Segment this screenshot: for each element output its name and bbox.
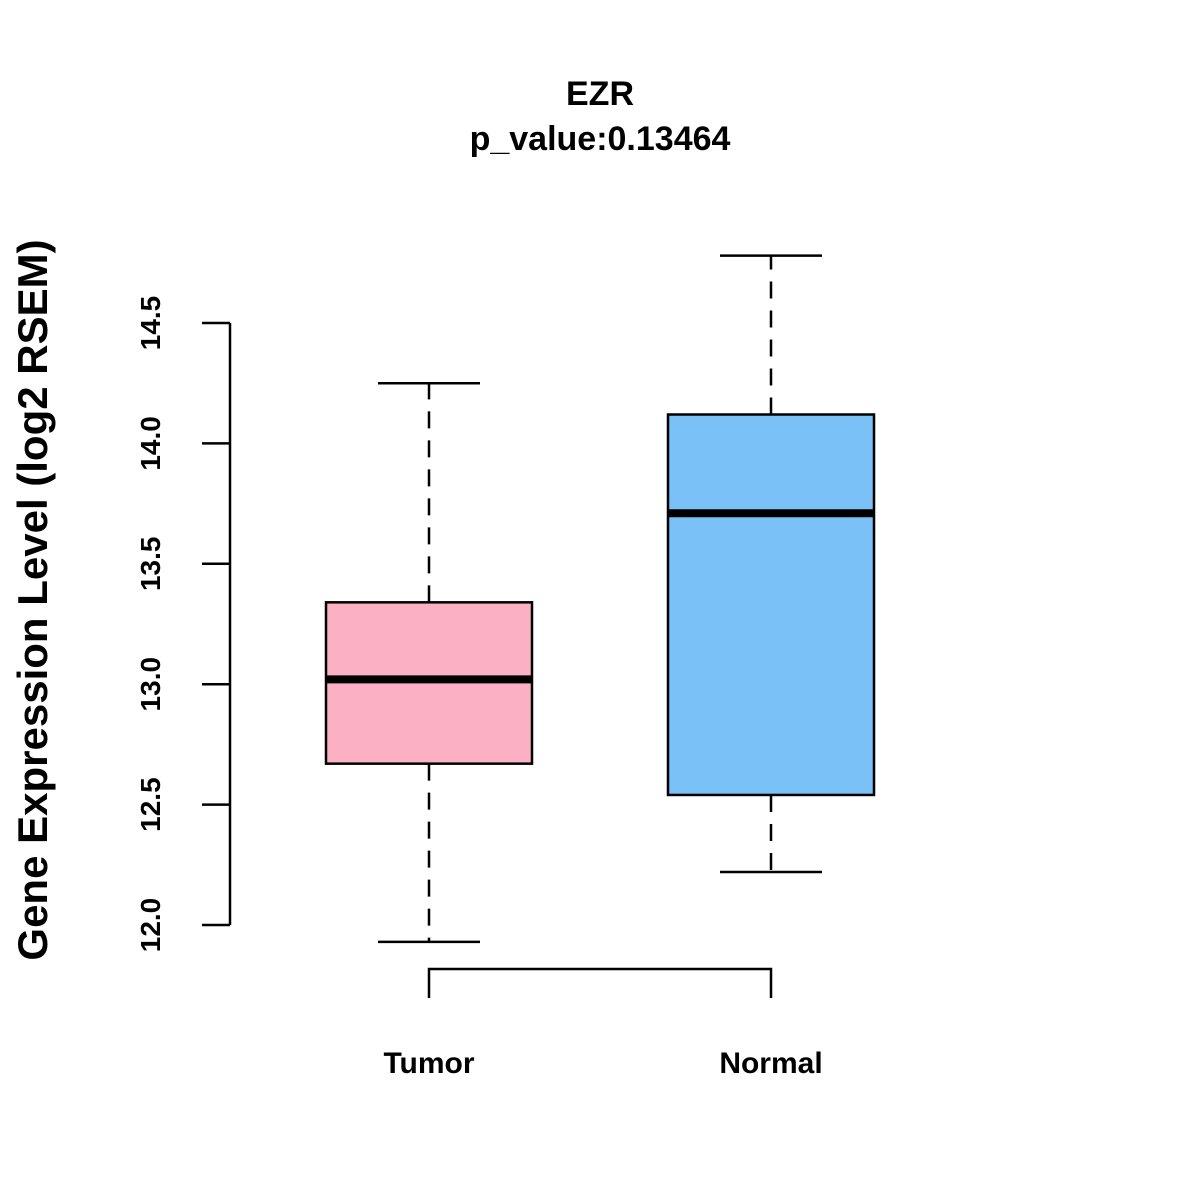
iqr-box <box>666 413 876 797</box>
x-axis-labels: Tumor Normal <box>383 1047 822 1080</box>
y-tick-label: 12.5 <box>135 777 166 832</box>
x-label-tumor: Tumor <box>383 1047 474 1080</box>
box-normal <box>666 254 876 874</box>
y-tick-label: 13.0 <box>135 657 166 712</box>
x-label-normal: Normal <box>719 1047 822 1080</box>
y-axis: 12.0 12.5 13.0 13.5 14.0 14.5 <box>135 296 232 953</box>
y-axis-label: Gene Expression Level (log2 RSEM) <box>9 239 56 960</box>
chart-subtitle: p_value:0.13464 <box>470 120 731 158</box>
y-tick-label: 14.5 <box>135 296 166 351</box>
bracket-line <box>427 967 773 998</box>
boxes <box>324 254 876 944</box>
box-tumor <box>324 381 534 944</box>
comparison-bracket <box>427 967 773 998</box>
chart-title: EZR <box>566 75 634 113</box>
y-tick-label: 13.5 <box>135 537 166 592</box>
y-tick-label: 12.0 <box>135 898 166 953</box>
y-tick-label: 14.0 <box>135 416 166 471</box>
